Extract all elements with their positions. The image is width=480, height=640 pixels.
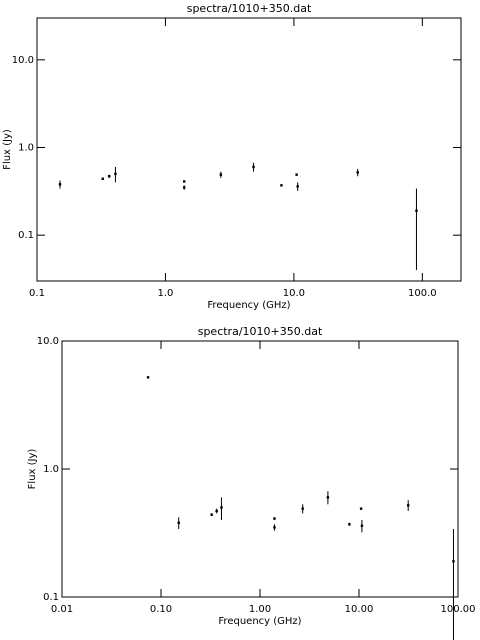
y-tick-label: 0.1: [18, 230, 34, 241]
data-point: [360, 524, 364, 527]
y-tick-label: 10.0: [12, 55, 34, 66]
data-point: [58, 183, 62, 186]
data-point: [356, 171, 359, 174]
x-tick-label: 0.01: [51, 604, 73, 615]
x-tick-label: 100.0: [408, 288, 437, 299]
x-tick-label: 1.00: [249, 604, 271, 615]
data-point: [280, 184, 283, 187]
y-tick-label: 10.0: [37, 336, 59, 347]
plot-frame: [36, 17, 462, 282]
data-point: [326, 496, 330, 499]
data-point: [452, 560, 455, 563]
data-point: [252, 165, 255, 169]
chart-title: spectra/1010+350.dat: [187, 2, 312, 15]
data-point: [108, 175, 111, 178]
y-tick-label: 1.0: [18, 142, 34, 153]
data-point: [219, 173, 223, 176]
data-point: [146, 376, 150, 379]
data-point: [101, 177, 104, 180]
x-axis-label: Frequency (GHz): [218, 616, 301, 627]
x-axis-label: Frequency (GHz): [207, 300, 290, 311]
data-point: [114, 172, 117, 176]
y-axis-label: Flux (Jy): [27, 449, 38, 490]
x-tick-label: 0.10: [150, 604, 172, 615]
x-tick-label: 10.00: [345, 604, 374, 615]
data-point: [183, 180, 186, 183]
data-point: [177, 521, 180, 524]
data-point: [406, 504, 410, 507]
y-axis-label: Flux (Jy): [2, 129, 13, 170]
data-point: [183, 186, 186, 189]
data-point: [220, 506, 223, 509]
data-point: [296, 185, 299, 188]
data-point: [415, 209, 418, 212]
y-tick-label: 0.1: [43, 592, 59, 603]
data-point: [210, 513, 213, 516]
data-point: [295, 173, 298, 176]
data-point: [348, 523, 351, 526]
data-point: [359, 507, 363, 510]
chart-title: spectra/1010+350.dat: [198, 325, 323, 338]
data-point: [273, 517, 276, 520]
y-tick-label: 1.0: [43, 464, 59, 475]
x-tick-label: 100.00: [441, 604, 476, 615]
data-point: [273, 526, 276, 529]
x-tick-label: 10.0: [283, 288, 305, 299]
x-tick-label: 1.0: [157, 288, 173, 299]
plot-frame: [61, 340, 459, 598]
data-point: [215, 509, 218, 513]
data-point: [301, 507, 304, 510]
x-tick-label: 0.1: [29, 288, 45, 299]
